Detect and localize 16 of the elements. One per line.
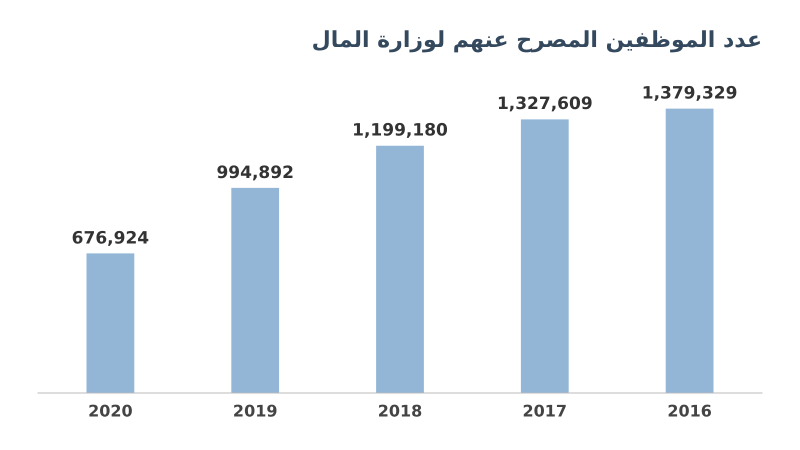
- x-tick-label: 2018: [378, 402, 422, 421]
- data-label: 1,199,180: [352, 120, 448, 141]
- data-label: 1,327,609: [496, 94, 593, 114]
- data-label: 994,892: [216, 162, 294, 183]
- chart-title: عدد الموظفين المصرح عنهم لوزارة المال: [312, 28, 762, 53]
- x-tick-label: 2019: [232, 402, 278, 421]
- x-tick-label: 2016: [667, 402, 712, 421]
- data-label: 676,924: [72, 228, 150, 248]
- x-tick-label: 2017: [522, 402, 568, 421]
- data-label: 1,379,329: [642, 84, 738, 104]
- bar: [520, 119, 569, 393]
- bar: [666, 108, 714, 393]
- x-tick-label: 2020: [88, 402, 133, 421]
- bar: [231, 188, 280, 393]
- bar: [376, 146, 424, 393]
- bar: [86, 253, 134, 393]
